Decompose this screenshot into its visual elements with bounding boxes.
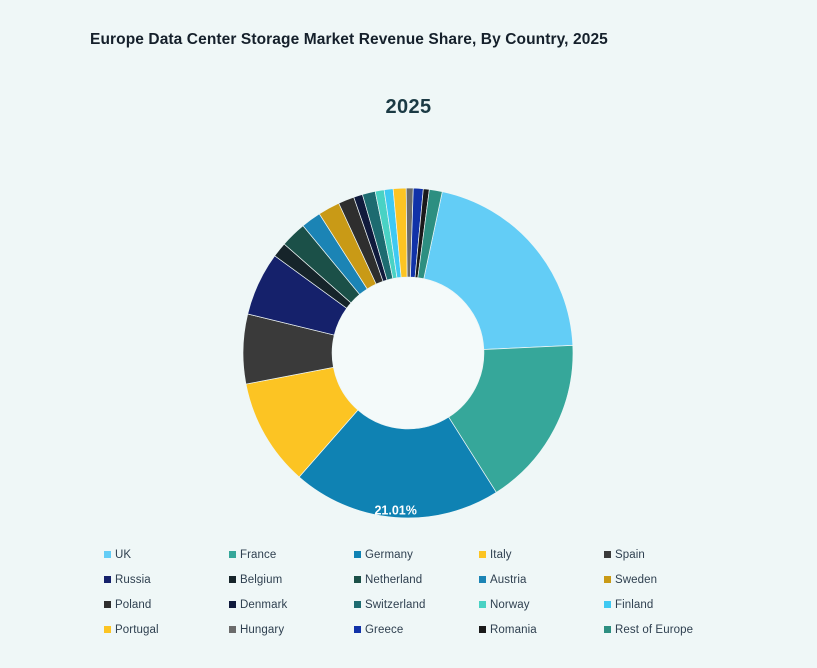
legend-item-label: Denmark (240, 598, 288, 611)
legend-swatch-icon (604, 576, 611, 583)
chart-subtitle-year: 2025 (385, 96, 432, 118)
legend-item-label: Netherland (365, 573, 423, 586)
page-title: Europe Data Center Storage Market Revenu… (90, 31, 608, 48)
legend-item-label: Rest of Europe (615, 623, 694, 636)
legend-swatch-icon (104, 551, 111, 558)
donut-slice[interactable] (383, 188, 402, 279)
legend-item-romania[interactable]: Romania (479, 617, 604, 642)
legend-item-label: Russia (115, 573, 151, 586)
legend-swatch-icon (604, 626, 611, 633)
legend-item-spain[interactable]: Spain (604, 542, 729, 567)
donut-slice[interactable] (338, 196, 384, 285)
legend-item-portugal[interactable]: Portugal (104, 617, 229, 642)
donut-slice[interactable] (423, 191, 573, 350)
legend-swatch-icon (479, 601, 486, 608)
legend-swatch-icon (354, 551, 361, 558)
donut-slice[interactable] (318, 202, 377, 290)
legend-item-russia[interactable]: Russia (104, 567, 229, 592)
legend-item-label: Portugal (115, 623, 159, 636)
legend-swatch-icon (354, 601, 361, 608)
legend-item-germany[interactable]: Germany (354, 542, 479, 567)
legend-item-label: Norway (490, 598, 530, 611)
donut-label-group: 21.01% (374, 503, 416, 517)
legend-swatch-icon (354, 576, 361, 583)
donut-slice[interactable] (374, 189, 398, 280)
donut-slice[interactable] (417, 188, 443, 280)
legend-item-poland[interactable]: Poland (104, 592, 229, 617)
legend-item-denmark[interactable]: Denmark (229, 592, 354, 617)
donut-slice[interactable] (274, 243, 352, 309)
donut-slice[interactable] (448, 345, 573, 493)
legend-item-label: Belgium (240, 573, 283, 586)
donut-slice[interactable] (361, 190, 394, 281)
legend-item-rest-of-europe[interactable]: Rest of Europe (604, 617, 729, 642)
legend-row: UK France Germany Italy Spain (104, 542, 724, 567)
legend-item-label: Spain (615, 548, 645, 561)
legend-item-label: UK (115, 548, 132, 561)
legend-item-label: Germany (365, 548, 413, 561)
legend-item-switzerland[interactable]: Switzerland (354, 592, 479, 617)
legend-swatch-icon (604, 601, 611, 608)
legend-swatch-icon (479, 576, 486, 583)
legend-item-belgium[interactable]: Belgium (229, 567, 354, 592)
legend-item-netherland[interactable]: Netherland (354, 567, 479, 592)
legend-item-italy[interactable]: Italy (479, 542, 604, 567)
legend-item-france[interactable]: France (229, 542, 354, 567)
legend-item-label: Poland (115, 598, 152, 611)
donut-slice[interactable] (245, 366, 359, 478)
donut-slice[interactable] (353, 193, 388, 282)
donut-slice-group (243, 188, 573, 518)
legend-swatch-icon (604, 551, 611, 558)
legend-row: Russia Belgium Netherland Austria Sweden (104, 567, 724, 592)
legend-swatch-icon (479, 551, 486, 558)
legend-swatch-icon (229, 601, 236, 608)
donut-slice[interactable] (283, 225, 361, 304)
legend-swatch-icon (479, 626, 486, 633)
donut-slice[interactable] (247, 255, 348, 336)
legend-item-sweden[interactable]: Sweden (604, 567, 729, 592)
legend-row: Portugal Hungary Greece Romania Rest of … (104, 617, 724, 642)
legend-item-finland[interactable]: Finland (604, 592, 729, 617)
legend-item-norway[interactable]: Norway (479, 592, 604, 617)
donut-slice-value-label: 21.01% (374, 503, 416, 517)
legend-item-label: Sweden (615, 573, 658, 586)
donut-slice[interactable] (302, 213, 368, 295)
legend-swatch-icon (229, 551, 236, 558)
legend-item-hungary[interactable]: Hungary (229, 617, 354, 642)
legend-item-label: Italy (490, 548, 512, 561)
legend-item-label: Finland (615, 598, 654, 611)
donut-slice[interactable] (410, 188, 424, 278)
legend-item-label: Greece (365, 623, 404, 636)
legend-item-label: France (240, 548, 277, 561)
chart-legend: UK France Germany Italy Spain Russ (104, 542, 724, 642)
donut-hole (332, 277, 484, 429)
legend-item-austria[interactable]: Austria (479, 567, 604, 592)
donut-slice[interactable] (392, 188, 408, 278)
legend-item-greece[interactable]: Greece (354, 617, 479, 642)
legend-swatch-icon (354, 626, 361, 633)
legend-swatch-icon (104, 626, 111, 633)
legend-item-label: Romania (490, 623, 537, 636)
legend-swatch-icon (229, 626, 236, 633)
donut-slice[interactable] (414, 188, 430, 279)
legend-item-label: Switzerland (365, 598, 426, 611)
legend-row: Poland Denmark Switzerland Norway Finlan… (104, 592, 724, 617)
legend-swatch-icon (229, 576, 236, 583)
legend-item-label: Hungary (240, 623, 285, 636)
donut-slice[interactable] (298, 409, 497, 518)
donut-slice[interactable] (243, 313, 335, 385)
donut-slice[interactable] (405, 188, 414, 278)
legend-swatch-icon (104, 576, 111, 583)
legend-item-uk[interactable]: UK (104, 542, 229, 567)
legend-swatch-icon (104, 601, 111, 608)
legend-item-label: Austria (490, 573, 527, 586)
donut-chart: 21.01% (243, 188, 573, 518)
